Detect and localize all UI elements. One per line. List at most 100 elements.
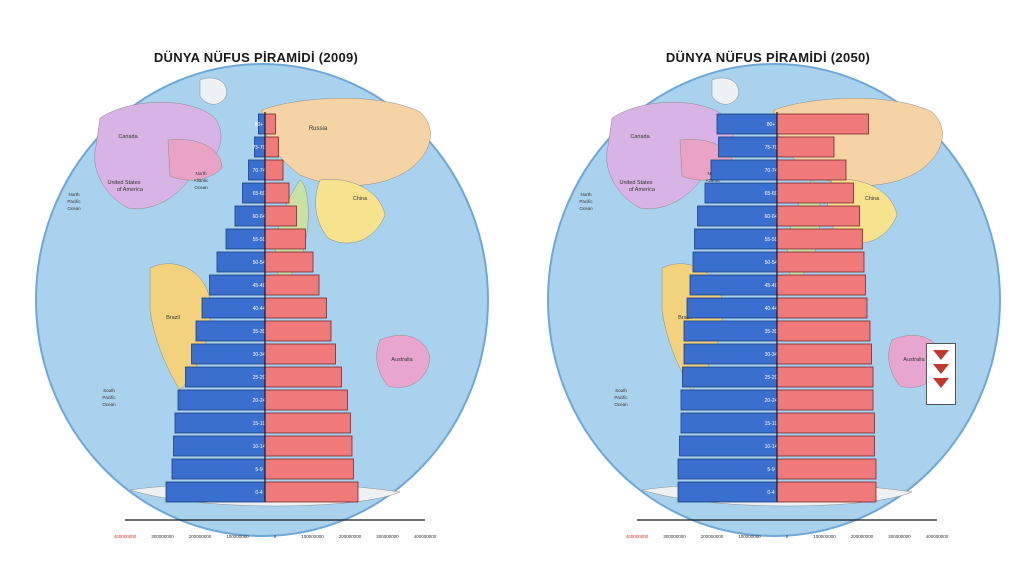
- pyramid: 0-4 5-9 10-14 15-19 20-24 25-29 30-34 35-39 40-4…: [626, 112, 949, 539]
- bar-right-10-14: [776, 435, 875, 457]
- x-tick-label: 300000000: [376, 534, 399, 539]
- map-label: North: [195, 171, 207, 176]
- bar-right-25-29: [264, 366, 342, 388]
- x-tick-label: 200000000: [339, 534, 362, 539]
- bar-left-10-14: [679, 435, 778, 457]
- age-label: 35-39: [253, 329, 266, 335]
- age-label: 25-29: [253, 375, 266, 381]
- age-label: 40-44: [253, 306, 266, 312]
- map-label: Pacific: [67, 199, 81, 204]
- age-label: 80+: [255, 122, 264, 128]
- x-tick-label: 400000000: [414, 534, 437, 539]
- russia-shape: [261, 98, 431, 186]
- bar-right-55-59: [776, 228, 863, 250]
- bar-right-60-64: [264, 205, 297, 227]
- bar-left-10-14: [173, 435, 266, 457]
- bar-right-40-44: [264, 297, 327, 319]
- age-label: 65-69: [253, 191, 266, 197]
- map-label: Ocean: [579, 206, 593, 211]
- bar-right-25-29: [776, 366, 874, 388]
- age-label: 0-4: [767, 490, 774, 496]
- bar-left-20-24: [680, 389, 778, 411]
- map-label: North: [580, 192, 592, 197]
- bar-right-0-4: [776, 481, 877, 503]
- bar-left-15-19: [174, 412, 266, 434]
- x-tick-label: 300000000: [663, 534, 686, 539]
- map-label: Pacific: [102, 395, 116, 400]
- australia-shape: [376, 335, 431, 388]
- map-label: North: [68, 192, 80, 197]
- age-label: 40-44: [765, 306, 778, 312]
- map-label: China: [353, 196, 368, 202]
- bar-left-30-34: [683, 343, 778, 365]
- usa-shape: [167, 139, 223, 181]
- map-label: Ocean: [102, 402, 116, 407]
- bar-left-0-4: [677, 481, 778, 503]
- map-label: South: [615, 388, 627, 393]
- age-label: 70-74: [253, 168, 266, 174]
- x-tick-label: 100000000: [813, 534, 836, 539]
- age-label: 15-19: [765, 421, 778, 427]
- x-tick-label: 400000000: [114, 534, 137, 539]
- age-label: 50-54: [765, 260, 778, 266]
- bar-right-55-59: [264, 228, 306, 250]
- age-label: 60-64: [765, 214, 778, 220]
- age-label: 45-49: [765, 283, 778, 289]
- bar-right-15-19: [776, 412, 875, 434]
- bar-right-45-49: [776, 274, 866, 296]
- map-label: Pacific: [614, 395, 628, 400]
- age-label: 15-19: [253, 421, 266, 427]
- age-label: 70-74: [765, 168, 778, 174]
- age-label: 10-14: [253, 444, 266, 450]
- age-label: 30-34: [765, 352, 778, 358]
- x-tick-label: 0: [786, 534, 789, 539]
- china-shape: [315, 179, 386, 244]
- bar-right-5-9: [264, 458, 354, 480]
- map-label: Ocean: [194, 185, 208, 190]
- bar-right-5-9: [776, 458, 877, 480]
- x-tick-label: 100000000: [738, 534, 761, 539]
- age-label: 75-79: [253, 145, 266, 151]
- x-tick-label: 400000000: [926, 534, 949, 539]
- map-label: Ocean: [614, 402, 628, 407]
- bar-right-75-79: [264, 136, 279, 158]
- bar-right-30-34: [264, 343, 336, 365]
- age-label: 50-54: [253, 260, 266, 266]
- bar-right-65-69: [776, 182, 854, 204]
- down-arrows-icon: [933, 350, 949, 388]
- map-label: United States: [619, 180, 652, 186]
- x-tick-label: 200000000: [701, 534, 724, 539]
- bar-right-80+: [264, 113, 276, 135]
- bar-left-25-29: [682, 366, 778, 388]
- pyramid-panel-2050: Canada United States of America North Pacifi…: [512, 0, 1024, 576]
- x-tick-label: 100000000: [301, 534, 324, 539]
- bar-right-65-69: [264, 182, 290, 204]
- age-label: 20-24: [765, 398, 778, 404]
- x-tick-label: 100000000: [226, 534, 249, 539]
- legend-box: [926, 343, 956, 405]
- age-label: 65-69: [765, 191, 778, 197]
- age-label: 60-64: [253, 214, 266, 220]
- bar-right-20-24: [776, 389, 874, 411]
- age-label: 20-24: [253, 398, 266, 404]
- map-label: Pacific: [579, 199, 593, 204]
- x-tick-label: 0: [274, 534, 277, 539]
- x-tick-label: 200000000: [189, 534, 212, 539]
- bar-right-70-74: [776, 159, 847, 181]
- greenland-shape: [199, 77, 227, 105]
- x-tick-label: 400000000: [626, 534, 649, 539]
- bar-right-15-19: [264, 412, 351, 434]
- age-label: 55-59: [765, 237, 778, 243]
- chart-title: DÜNYA NÜFUS PİRAMİDİ (2009): [153, 50, 359, 65]
- age-label: 80+: [767, 122, 776, 128]
- bar-right-10-14: [264, 435, 353, 457]
- map-label: United States: [107, 180, 140, 186]
- greenland-shape: [711, 77, 739, 105]
- map-label: Russia: [309, 126, 328, 132]
- age-label: 5-9: [255, 467, 262, 473]
- age-label: 0-4: [255, 490, 262, 496]
- age-label: 75-79: [765, 145, 778, 151]
- pyramid-panel-2009: Canada United States of America North Pacifi…: [35, 50, 489, 539]
- age-label: 30-34: [253, 352, 266, 358]
